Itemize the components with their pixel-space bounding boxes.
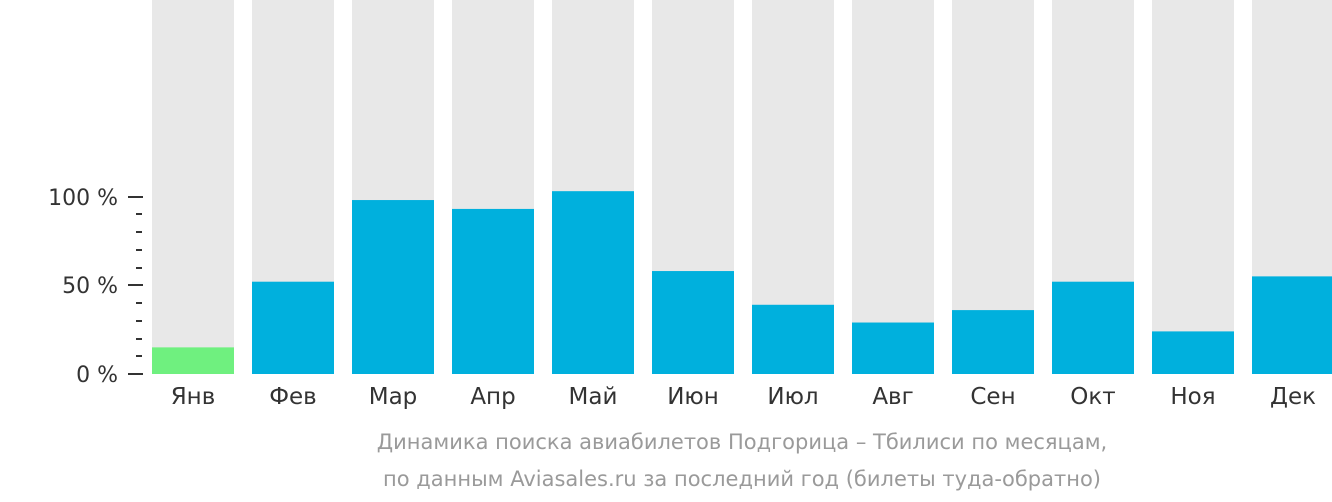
x-tick-label-12: Дек xyxy=(1270,384,1316,410)
y-tick-label-3: 0 % xyxy=(76,363,118,388)
bar-2 xyxy=(252,281,334,374)
x-tick-label-4: Апр xyxy=(470,384,515,410)
bar-background-1 xyxy=(152,0,234,374)
x-tick-label-3: Мар xyxy=(369,384,418,410)
chart-caption-line-2: по данным Aviasales.ru за последний год … xyxy=(383,467,1101,491)
x-tick-label-7: Июл xyxy=(767,384,818,410)
bar-10 xyxy=(1052,281,1134,374)
bar-7 xyxy=(752,304,834,374)
bar-12 xyxy=(1252,276,1332,374)
bar-6 xyxy=(652,271,734,374)
bar-background-8 xyxy=(852,0,934,374)
bar-8 xyxy=(852,322,934,374)
y-tick-label-2: 50 % xyxy=(62,274,118,299)
bar-9 xyxy=(952,310,1034,374)
chart-caption-line-1: Динамика поиска авиабилетов Подгорица – … xyxy=(376,430,1108,454)
x-tick-label-10: Окт xyxy=(1070,384,1115,410)
bar-3 xyxy=(352,200,434,374)
bar-background-11 xyxy=(1152,0,1234,374)
bar-5 xyxy=(552,191,634,374)
x-tick-label-6: Июн xyxy=(667,384,719,410)
bar-4 xyxy=(452,208,534,374)
bar-1 xyxy=(152,347,234,374)
x-tick-label-11: Ноя xyxy=(1170,384,1215,410)
bar-11 xyxy=(1152,331,1234,374)
x-tick-label-9: Сен xyxy=(970,384,1015,410)
x-tick-label-1: Янв xyxy=(171,384,216,410)
x-tick-label-8: Авг xyxy=(872,384,913,410)
x-tick-label-2: Фев xyxy=(269,384,317,410)
y-tick-label-1: 100 % xyxy=(48,186,118,211)
x-tick-label-5: Май xyxy=(569,384,618,410)
